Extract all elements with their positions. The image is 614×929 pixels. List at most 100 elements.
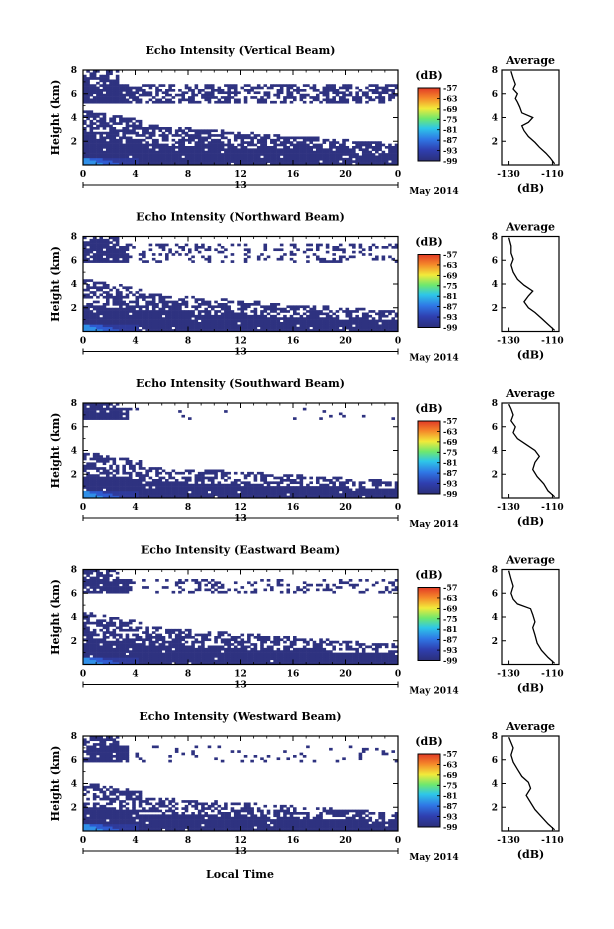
heatmap-cell [96, 150, 100, 154]
heatmap-cell [145, 84, 149, 87]
heatmap-cell [286, 488, 291, 492]
heatmap-cell [342, 100, 346, 104]
heatmap-cell [83, 569, 87, 573]
heatmap-cell [279, 148, 284, 152]
heatmap-cell [105, 98, 110, 102]
heatmap-cell [132, 307, 136, 311]
heatmap-cell [83, 79, 87, 83]
heatmap-cell [224, 131, 228, 135]
heatmap-cell [174, 481, 179, 485]
heatmap-cell [89, 462, 94, 466]
heatmap-cell [112, 298, 117, 301]
heatmap-cell [138, 647, 143, 651]
heatmap-cell [83, 414, 87, 418]
heatmap-cell [325, 148, 330, 152]
heatmap-cell [358, 96, 363, 99]
heatmap-cell [315, 324, 320, 328]
heatmap-cell [365, 96, 369, 99]
heatmap-cell [345, 314, 350, 318]
heatmap-cell [102, 457, 107, 461]
heatmap-cell [148, 93, 153, 97]
heatmap-cell [394, 312, 399, 316]
heatmap-cell [158, 324, 163, 328]
colorbar [417, 254, 441, 328]
heatmap-cell [322, 89, 327, 92]
heatmap-cell [99, 628, 103, 632]
heatmap-cell [204, 490, 208, 494]
heatmap-cell [381, 86, 386, 90]
heatmap-cell [83, 138, 87, 142]
heatmap-cell [99, 486, 103, 489]
heatmap-cell [138, 471, 143, 475]
heatmap-cell [306, 146, 310, 149]
heatmap-cell [122, 160, 126, 163]
heatmap-cell [266, 312, 271, 316]
heatmap-cell [217, 150, 222, 154]
colorbar-tick-label: -81 [443, 458, 457, 468]
heatmap-cell [201, 322, 205, 325]
profile-y-tick-label: 8 [492, 66, 498, 76]
heatmap-cell [319, 319, 323, 323]
heatmap-cell [99, 248, 103, 252]
heatmap-cell [132, 160, 136, 163]
heatmap-cell [115, 626, 120, 630]
heatmap-cell [138, 100, 143, 104]
heatmap-cell [224, 96, 228, 99]
heatmap-cell [394, 93, 399, 97]
heatmap-cell [161, 246, 166, 249]
heatmap-cell [89, 662, 94, 665]
heatmap-cell [276, 483, 281, 487]
x-tick-label: 16 [287, 337, 300, 347]
heatmap-cell [210, 138, 215, 142]
heatmap-cell [217, 100, 222, 104]
heatmap-cell [237, 160, 241, 163]
heatmap-cell [306, 248, 310, 252]
heatmap-cell [135, 329, 140, 332]
heatmap-cell [296, 312, 300, 316]
heatmap-cell [151, 493, 156, 496]
heatmap-cell [302, 84, 307, 87]
heatmap-cell [96, 312, 100, 316]
heatmap-cell [279, 324, 284, 328]
heatmap-cell [329, 260, 333, 263]
heatmap-cell [148, 490, 153, 494]
heatmap-cell [158, 253, 163, 256]
heatmap-cell [358, 246, 363, 249]
heatmap-cell [102, 479, 107, 482]
heatmap-cell [266, 488, 271, 492]
heatmap-cell [224, 155, 228, 159]
heatmap-cell [391, 146, 396, 149]
heatmap-cell [365, 141, 369, 144]
heatmap-cell [188, 134, 192, 137]
heatmap-cell [135, 310, 140, 313]
heatmap-cell [138, 119, 143, 123]
heatmap-cell [89, 255, 94, 259]
heatmap-cell [355, 162, 359, 166]
heatmap-cell [368, 155, 373, 159]
heatmap-cell [92, 462, 97, 466]
heatmap-cell [142, 127, 146, 130]
heatmap-cell [135, 486, 140, 489]
heatmap-cell [391, 155, 396, 159]
heatmap-cell [112, 243, 117, 247]
heatmap-cell [92, 112, 97, 116]
heatmap-cell [273, 138, 277, 142]
heatmap-cell [102, 305, 107, 309]
heatmap-cell [217, 317, 222, 320]
heatmap-cell [184, 495, 189, 499]
heatmap-cell [122, 464, 126, 468]
heatmap-cell [115, 100, 120, 104]
heatmap-cell [388, 324, 392, 328]
heatmap-cell [352, 250, 356, 254]
heatmap-cell [247, 490, 251, 494]
heatmap-cell [293, 246, 297, 249]
heatmap-cell [250, 471, 254, 475]
heatmap-cell [194, 243, 199, 247]
heatmap-cell [168, 483, 172, 487]
heatmap-cell [279, 486, 284, 489]
heatmap-cell [112, 657, 117, 661]
heatmap-cell [86, 579, 90, 582]
heatmap-cell [240, 329, 245, 332]
y-axis-label: Height (km) [49, 80, 62, 156]
heatmap-cell [394, 490, 399, 494]
